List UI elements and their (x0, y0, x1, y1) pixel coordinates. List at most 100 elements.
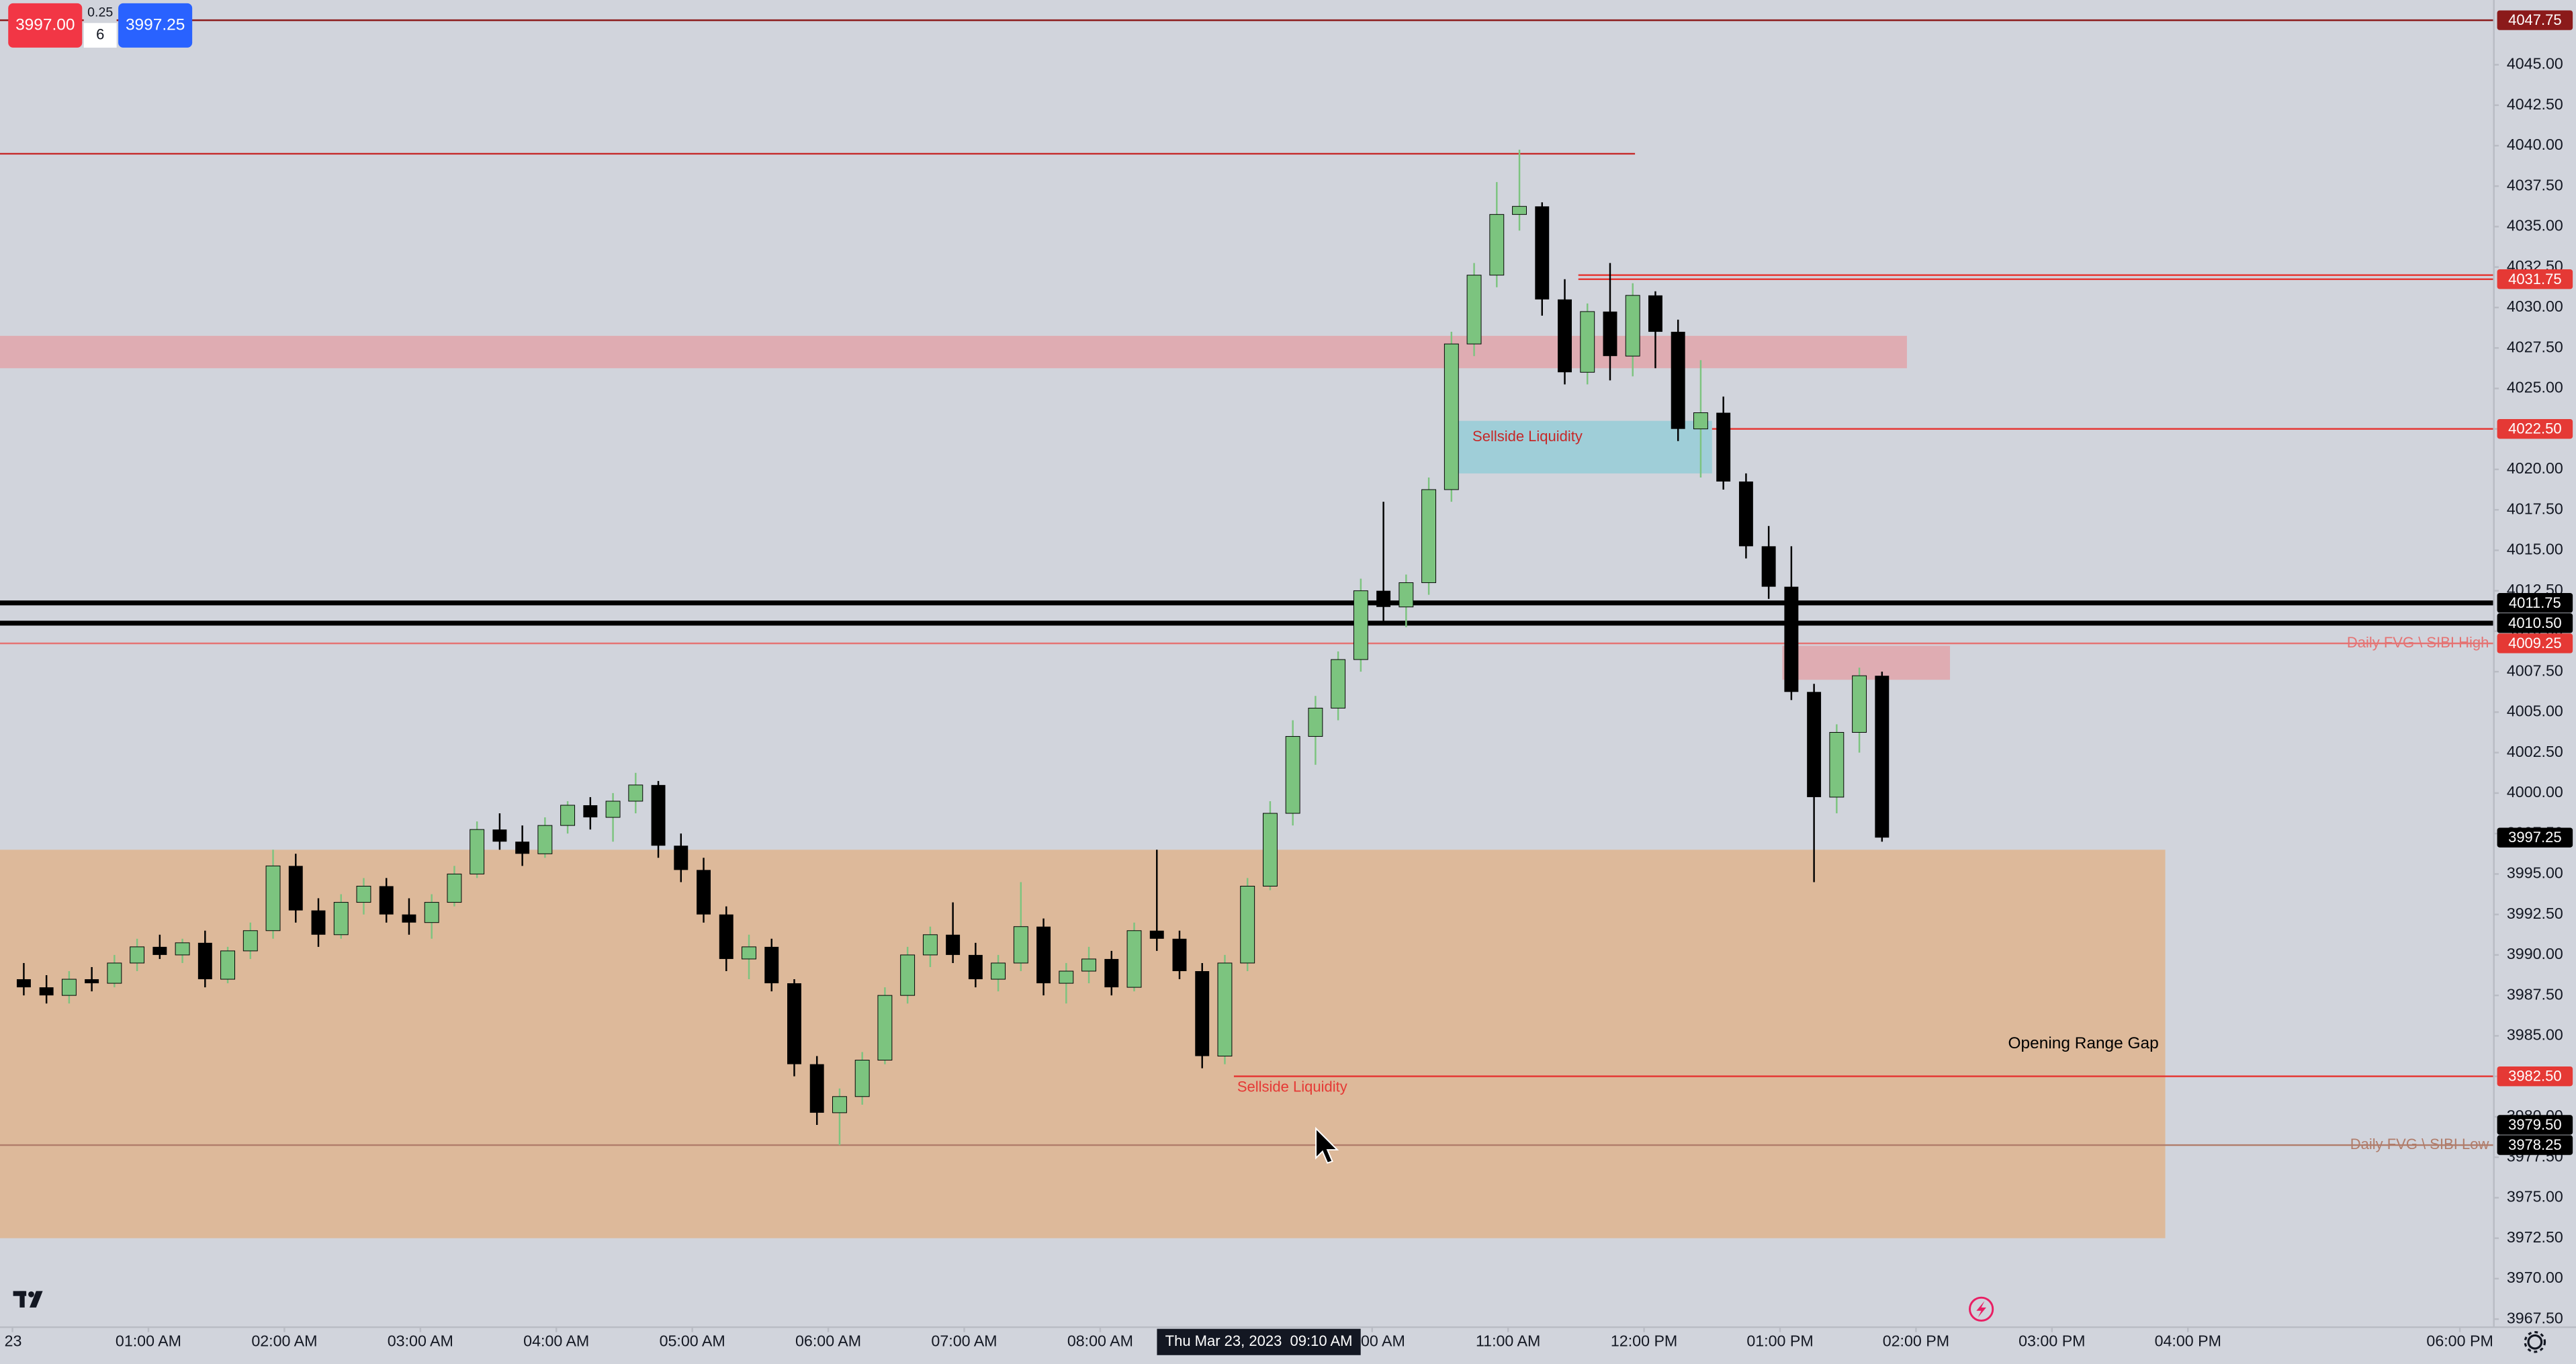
candle-body (1013, 926, 1028, 964)
y-tick-label: 3985.00 (2507, 1026, 2563, 1044)
x-tick-label: 12:00 PM (1611, 1332, 1677, 1349)
candle-body (1217, 962, 1233, 1057)
candle-body (832, 1096, 847, 1113)
gear-teeth (2524, 1330, 2546, 1353)
candle-body (470, 829, 485, 874)
candle-body (1331, 659, 1346, 709)
candle-body (1807, 692, 1822, 797)
candle-body (1852, 675, 1867, 733)
zone (0, 336, 1907, 369)
sell-button[interactable] (8, 3, 83, 48)
price-badge-label: 3982.50 (2508, 1068, 2562, 1085)
candle-body (1875, 676, 1890, 838)
settings-icon[interactable] (2524, 1330, 2546, 1353)
level-label: Daily FVG \ SIBI Low (2350, 1136, 2489, 1152)
icon-ring (1969, 1296, 1994, 1322)
x-tick-label: 04:00 AM (523, 1332, 589, 1349)
crosshair-time-box (1157, 1328, 1361, 1355)
candle-body (1149, 930, 1164, 939)
y-tick-label: 4027.50 (2507, 338, 2563, 355)
candle-body (674, 846, 689, 870)
x-tick-label: 06:00 PM (2426, 1332, 2493, 1349)
candle-body (447, 873, 462, 903)
candle-body (605, 801, 621, 818)
candle-body (922, 934, 938, 956)
price-badge-label: 4047.75 (2508, 11, 2562, 28)
price-badge-label: 4011.75 (2509, 594, 2561, 611)
y-tick-label: 4035.00 (2507, 217, 2563, 234)
price-badge-label: 4009.25 (2508, 635, 2562, 651)
y-tick-label: 3967.50 (2507, 1309, 2563, 1326)
candle-body (130, 946, 145, 964)
candle-body (583, 805, 598, 818)
candle-body (175, 942, 190, 956)
candle-body (1761, 546, 1776, 587)
candle-body (16, 979, 31, 988)
candle-body (1693, 412, 1708, 430)
y-tick-label: 4045.00 (2507, 55, 2563, 73)
plot-area: Sellside Liquidity Opening Range Gap Daily… (0, 19, 2494, 1238)
quantity-box[interactable] (83, 23, 117, 48)
quantity: 6 (96, 26, 104, 42)
candle-body (265, 865, 281, 931)
y-tick-label: 4030.00 (2507, 298, 2563, 315)
candle-body (1376, 590, 1391, 607)
y-tick-label: 3995.00 (2507, 864, 2563, 882)
candle-body (1489, 214, 1505, 276)
candle-body (333, 902, 349, 936)
price-badge-label: 4031.75 (2508, 271, 2562, 287)
y-tick-label: 3972.50 (2507, 1228, 2563, 1246)
candle-body (1262, 813, 1278, 886)
y-tick-label: 3990.00 (2507, 945, 2563, 962)
logo (13, 1291, 43, 1308)
y-tick-label: 4002.50 (2507, 743, 2563, 760)
price-badge (2497, 613, 2573, 633)
price-badge (2497, 418, 2573, 439)
candle-body (1535, 206, 1550, 300)
candle-body (288, 866, 303, 911)
ask-price: 3997.25 (126, 15, 185, 34)
candle-body (1580, 311, 1595, 373)
x-tick-label: 08:00 AM (1067, 1332, 1133, 1349)
candle-body (764, 946, 779, 984)
y-tick-label: 4005.00 (2507, 702, 2563, 720)
y-tick-label: 3975.00 (2507, 1188, 2563, 1206)
logo-part (19, 1291, 25, 1308)
candle-body (1104, 958, 1119, 988)
candle-body (877, 995, 893, 1061)
candle-body (809, 1064, 824, 1113)
candle-body (1444, 343, 1459, 490)
candle-body (1738, 481, 1753, 547)
order-widget[interactable]: 3997.00 0.25 6 3997.25 (8, 3, 193, 48)
candle-body (1081, 958, 1096, 972)
price-badge (2497, 827, 2573, 848)
candle-body (107, 962, 122, 984)
x-tick-label: 03:00 PM (2018, 1332, 2085, 1349)
price-badge (2497, 593, 2573, 613)
price-badge (2497, 1115, 2573, 1135)
candle-body (1421, 489, 1437, 584)
candle-body (1195, 971, 1210, 1056)
candle-body (1625, 295, 1640, 357)
candle-body (424, 902, 439, 923)
candle-body (628, 784, 643, 802)
candle-body (39, 987, 54, 996)
y-tick-label: 4020.00 (2507, 459, 2563, 477)
replay-icon[interactable] (1969, 1296, 1994, 1322)
candle-body (379, 886, 394, 915)
x-tick-label: 02:00 AM (251, 1332, 317, 1349)
spread-box (83, 3, 117, 24)
x-tick-label: 23 (5, 1332, 22, 1349)
candle-body (1398, 582, 1414, 608)
candle-body (1512, 206, 1527, 215)
price-badges: 4047.75 4031.75 4022.50 4011.75 4010.50 4009.… (2497, 10, 2573, 1155)
x-tick-label: 06:00 AM (795, 1332, 861, 1349)
buy-button[interactable] (118, 3, 193, 48)
candle-body (968, 954, 983, 980)
y-tick-label: 4040.00 (2507, 136, 2563, 153)
candle-body (651, 784, 666, 846)
candle-body (1671, 332, 1685, 429)
x-tick-label: 01:00 AM (116, 1332, 181, 1349)
candle-body (515, 842, 530, 854)
